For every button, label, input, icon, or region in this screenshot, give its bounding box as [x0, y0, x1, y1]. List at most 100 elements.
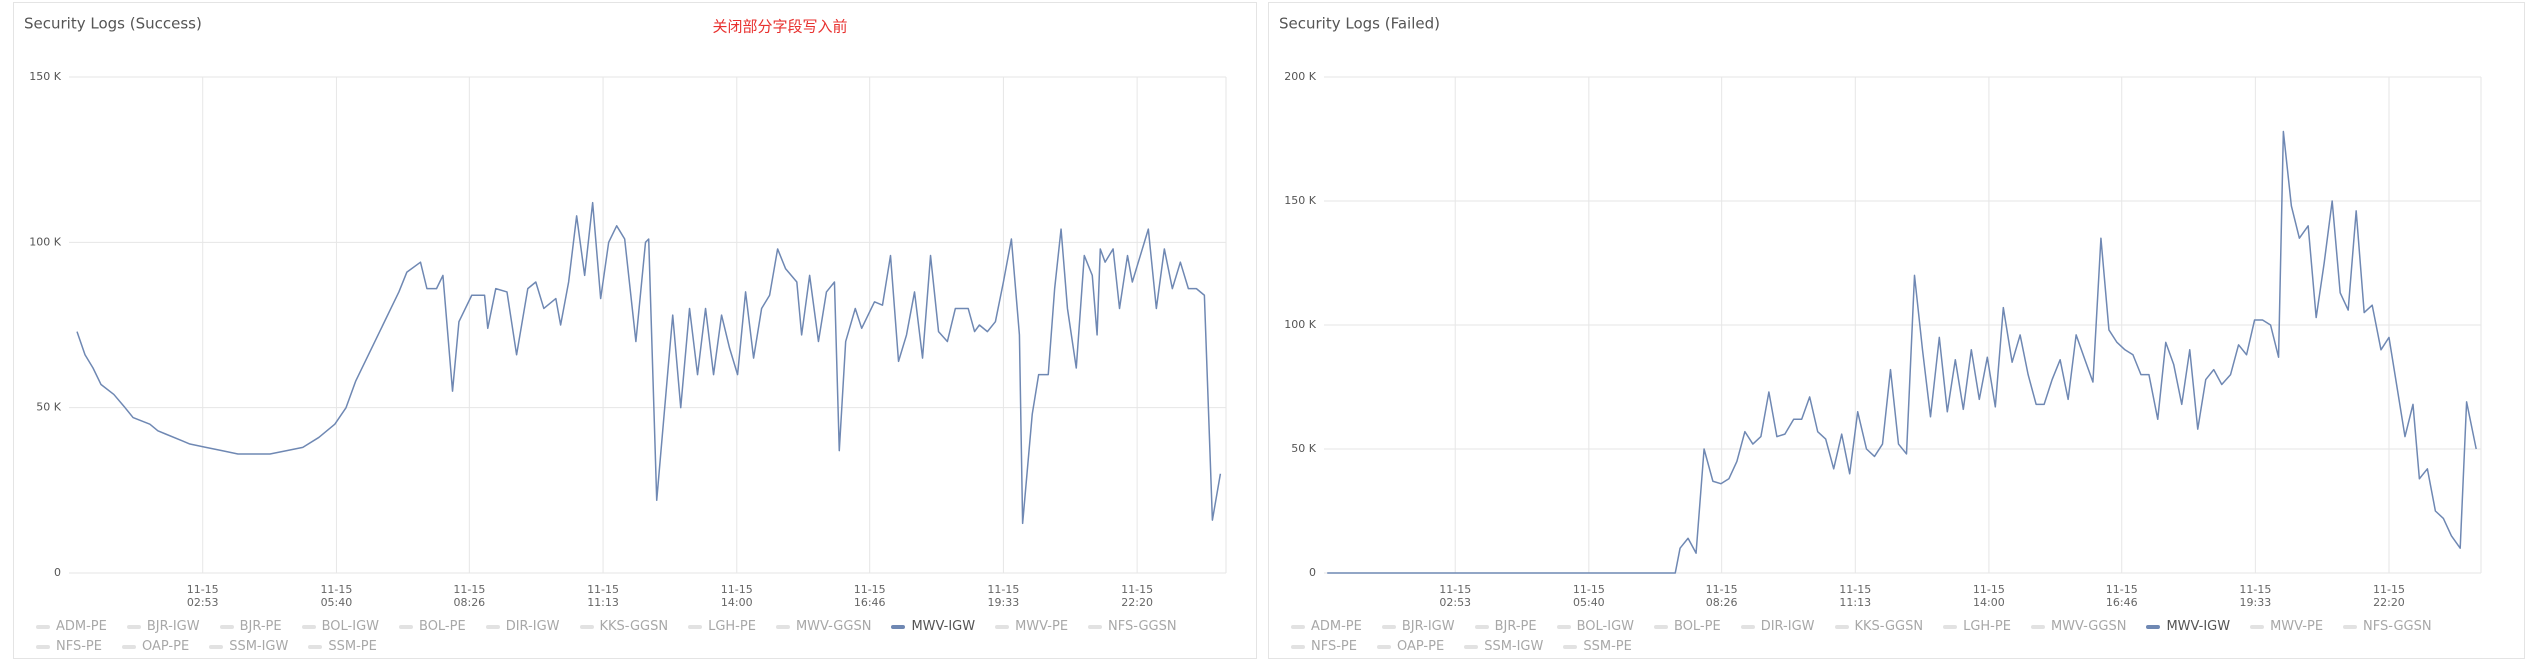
x-tick-label: 11-15 22:20	[1121, 583, 1154, 609]
legend-label: DIR-IGW	[1760, 619, 1815, 634]
legend-marker	[1563, 644, 1578, 649]
x-tick-label: 11-15 16:46	[853, 583, 886, 609]
legend-label: BJR-PE	[239, 619, 282, 634]
legend-item[interactable]: NFS-PE	[36, 639, 102, 654]
legend-marker	[485, 624, 500, 629]
legend-item[interactable]: SSM-IGW	[209, 639, 288, 654]
legend-item[interactable]: BOL-IGW	[1556, 619, 1634, 634]
legend-label: LGH-PE	[708, 619, 756, 634]
legend-label: MWV-GGSN	[2050, 619, 2127, 634]
legend-marker	[1834, 624, 1849, 629]
chart: Security Logs (Success) 关闭部分字段写入前 0 50 K 100…	[24, 15, 1227, 579]
legend-label: NFS-GGSN	[2363, 619, 2432, 634]
legend-item[interactable]: BJR-IGW	[1381, 619, 1455, 634]
x-tick-label: 11-15 19:33	[987, 583, 1020, 609]
legend-label: SSM-IGW	[229, 639, 289, 654]
legend-marker	[36, 624, 50, 629]
legend-marker	[2146, 624, 2161, 629]
legend-marker	[1291, 644, 1305, 649]
legend-item[interactable]: BJR-IGW	[126, 619, 200, 634]
legend-label: MWV-PE	[2270, 619, 2324, 634]
legend-marker	[579, 624, 594, 629]
x-tick-label: 11-15 05:40	[1572, 583, 1605, 609]
legend-label: MWV-IGW	[2166, 619, 2231, 634]
y-tick-label: 150 K	[29, 70, 61, 83]
legend-label: NFS-PE	[1311, 639, 1357, 654]
legend-marker	[1291, 624, 1305, 629]
chart: Security Logs (Failed) 0 50 K 100 K 150 K 200…	[1279, 15, 2482, 579]
y-tick-label: 100 K	[29, 235, 61, 248]
chart-title: Security Logs (Success)	[24, 15, 202, 33]
legend-item[interactable]: MWV-IGW	[891, 619, 975, 634]
x-tick-label: 11-15 08:26	[1705, 583, 1738, 609]
legend-item[interactable]: DIR-IGW	[1740, 619, 1815, 634]
legend-label: BOL-IGW	[1576, 619, 1634, 634]
legend-marker	[891, 624, 906, 629]
legend-item[interactable]: MWV-IGW	[2146, 619, 2230, 634]
legend-marker	[219, 624, 234, 629]
x-tick-label: 11-15 22:20	[2372, 583, 2405, 609]
legend-item[interactable]: SSM-IGW	[1464, 639, 1543, 654]
x-tick-label: 11-15 05:40	[320, 583, 353, 609]
legend: ADM-PE BJR-IGW BJR-PE BOL-IGW BOL-PE DIR-IGW K…	[36, 619, 1216, 654]
legend-item[interactable]: ADM-PE	[1291, 619, 1362, 634]
legend-item[interactable]: ADM-PE	[36, 619, 107, 634]
legend-label: LGH-PE	[1963, 619, 2011, 634]
legend-item[interactable]: OAP-PE	[1376, 639, 1444, 654]
legend-item[interactable]: LGH-PE	[1943, 619, 2011, 634]
legend-marker	[399, 624, 413, 629]
chart-panel: Security Logs (Success) 关闭部分字段写入前 0 50 K 100…	[13, 2, 1257, 659]
legend-item[interactable]: KKS-GGSN	[579, 619, 668, 634]
legend-item[interactable]: MWV-PE	[995, 619, 1068, 634]
legend-item[interactable]: SSM-PE	[1563, 639, 1632, 654]
legend-item[interactable]: BJR-PE	[1474, 619, 1537, 634]
legend-marker	[2030, 624, 2045, 629]
legend-item[interactable]: KKS-GGSN	[1834, 619, 1924, 634]
legend-marker	[1381, 624, 1396, 629]
x-tick-label: 11-15 14:00	[1972, 583, 2005, 609]
legend-marker	[1654, 624, 1668, 629]
legend-marker	[1556, 624, 1571, 629]
legend-item[interactable]: BOL-IGW	[301, 619, 379, 634]
legend-label: KKS-GGSN	[1854, 619, 1924, 634]
legend-item[interactable]: NFS-GGSN	[1088, 619, 1177, 634]
legend-marker	[126, 624, 141, 629]
legend-marker	[1088, 624, 1103, 629]
x-tick-label: 11-15 08:26	[453, 583, 486, 609]
legend-item[interactable]: OAP-PE	[121, 639, 189, 654]
y-tick-label: 150 K	[1284, 194, 1316, 207]
legend-marker	[2343, 624, 2358, 629]
legend-marker	[1464, 644, 1479, 649]
legend-marker	[688, 624, 703, 629]
x-tick-label: 11-15 02:53	[1439, 583, 1472, 609]
legend-label: SSM-IGW	[1484, 639, 1544, 654]
legend-item[interactable]: MWV-GGSN	[775, 619, 871, 634]
legend-item[interactable]: BJR-PE	[219, 619, 282, 634]
legend-item[interactable]: SSM-PE	[308, 639, 377, 654]
legend-item[interactable]: NFS-PE	[1291, 639, 1357, 654]
legend-item[interactable]: MWV-GGSN	[2030, 619, 2127, 634]
legend-label: BOL-IGW	[321, 619, 379, 634]
legend-label: BJR-IGW	[146, 619, 200, 634]
legend-item[interactable]: BOL-PE	[399, 619, 466, 634]
legend-marker	[121, 644, 136, 649]
legend-item[interactable]: DIR-IGW	[485, 619, 560, 634]
legend-label: BJR-PE	[1494, 619, 1537, 634]
legend-marker	[1376, 644, 1391, 649]
legend-label: MWV-IGW	[911, 619, 976, 634]
legend-item[interactable]: BOL-PE	[1654, 619, 1721, 634]
legend-item[interactable]: MWV-PE	[2250, 619, 2323, 634]
legend-label: BJR-IGW	[1401, 619, 1455, 634]
legend-label: BOL-PE	[419, 619, 466, 634]
x-tick-label: 11-15 16:46	[2105, 583, 2138, 609]
legend-marker	[209, 644, 224, 649]
x-tick-label: 11-15 19:33	[2239, 583, 2272, 609]
x-tick-label: 11-15 11:13	[587, 583, 620, 609]
chart-title: Security Logs (Failed)	[1279, 15, 1440, 33]
y-tick-label: 200 K	[1284, 70, 1316, 83]
legend-label: ADM-PE	[1311, 619, 1362, 634]
series-line	[1327, 130, 2477, 574]
legend-item[interactable]: NFS-GGSN	[2343, 619, 2432, 634]
legend-item[interactable]: LGH-PE	[688, 619, 756, 634]
